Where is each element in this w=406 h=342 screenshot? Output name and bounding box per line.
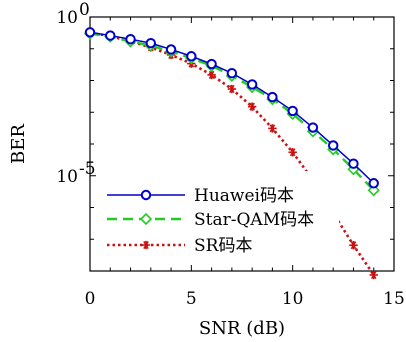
- x-tick-label: 15: [383, 289, 405, 309]
- data-point-asterisk: [227, 84, 237, 94]
- data-point-circle: [267, 91, 278, 103]
- legend-label: Huawei码本: [194, 186, 294, 206]
- series-layer: [83, 27, 380, 280]
- x-tick-label: 5: [186, 289, 197, 309]
- data-point-circle: [186, 51, 197, 62]
- data-point-asterisk: [141, 240, 151, 250]
- data-point-asterisk: [247, 102, 257, 111]
- data-point-asterisk: [369, 270, 378, 280]
- data-point-circle: [368, 178, 379, 189]
- data-point-circle: [105, 30, 116, 41]
- data-point-circle: [145, 37, 157, 49]
- data-point-circle: [226, 67, 238, 79]
- legend-label: Star-QAM码本: [194, 210, 314, 230]
- data-point-circle: [328, 140, 339, 151]
- y-axis-label: BER: [8, 124, 29, 164]
- data-point-circle: [246, 79, 258, 90]
- legend: Huawei码本 Star-QAM码本 SR码本: [99, 171, 339, 265]
- data-point-asterisk: [349, 240, 358, 250]
- data-point-asterisk: [207, 70, 216, 80]
- data-point-circle: [206, 58, 217, 70]
- y-tick-label: 10: [56, 167, 78, 187]
- y-tick-label-exponent: -5: [79, 159, 96, 179]
- series-0: [84, 27, 379, 189]
- axis-ticks: [89, 16, 395, 272]
- data-point-asterisk: [268, 124, 277, 133]
- x-axis-label: SNR (dB): [199, 318, 285, 339]
- legend-label: SR码本: [194, 236, 252, 256]
- y-tick-label: 10: [56, 8, 78, 28]
- x-tick-label: 10: [282, 289, 304, 309]
- data-point-diamond: [139, 212, 153, 226]
- data-point-circle: [165, 44, 177, 55]
- data-point-circle: [84, 27, 96, 38]
- data-point-asterisk: [288, 148, 297, 157]
- data-point-circle: [140, 189, 152, 201]
- data-point-circle: [125, 33, 136, 45]
- data-point-circle: [348, 158, 359, 169]
- y-tick-label-exponent: 0: [79, 0, 90, 20]
- data-point-circle: [307, 122, 319, 133]
- data-point-circle: [287, 105, 298, 117]
- x-tick-label: 0: [85, 289, 96, 309]
